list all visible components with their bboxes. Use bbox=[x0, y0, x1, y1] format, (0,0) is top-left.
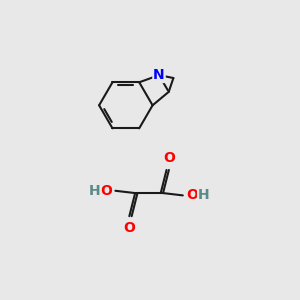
Text: O: O bbox=[186, 188, 198, 203]
Text: H: H bbox=[198, 188, 209, 203]
Text: O: O bbox=[163, 152, 175, 165]
Text: N: N bbox=[153, 68, 165, 82]
Text: O: O bbox=[100, 184, 112, 198]
Text: H: H bbox=[89, 184, 100, 198]
Text: O: O bbox=[123, 221, 135, 235]
